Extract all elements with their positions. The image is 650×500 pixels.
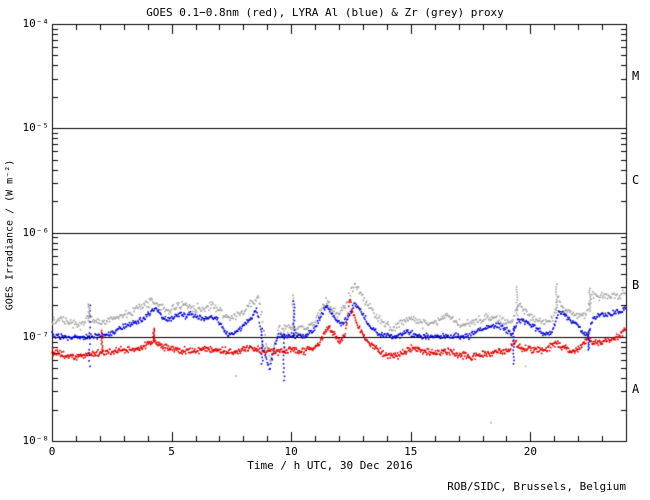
flare-class-label: A	[632, 381, 640, 396]
credit-text: ROB/SIDC, Brussels, Belgium	[447, 480, 626, 493]
x-tick-label: 0	[48, 445, 56, 458]
x-axis-title: Time / h UTC, 30 Dec 2016	[247, 459, 413, 472]
flare-class-label: M	[632, 69, 640, 84]
chart-title: GOES 0.1−0.8nm (red), LYRA Al (blue) & Z…	[146, 6, 504, 19]
x-tick-label: 5	[168, 445, 175, 458]
x-tick-label: 10	[284, 445, 298, 458]
x-tick-label: 20	[523, 445, 537, 458]
flare-class-label: C	[632, 173, 640, 188]
y-tick-label: 10⁻⁶	[22, 225, 50, 239]
y-tick-label: 10⁻⁴	[22, 17, 50, 30]
x-tick-label: 15	[404, 445, 418, 458]
y-tick-label: 10⁻⁸	[22, 434, 50, 447]
y-tick-label: 10⁻⁷	[22, 329, 50, 343]
y-tick-label: 10⁻⁵	[22, 121, 50, 135]
flare-class-label: B	[632, 277, 640, 292]
